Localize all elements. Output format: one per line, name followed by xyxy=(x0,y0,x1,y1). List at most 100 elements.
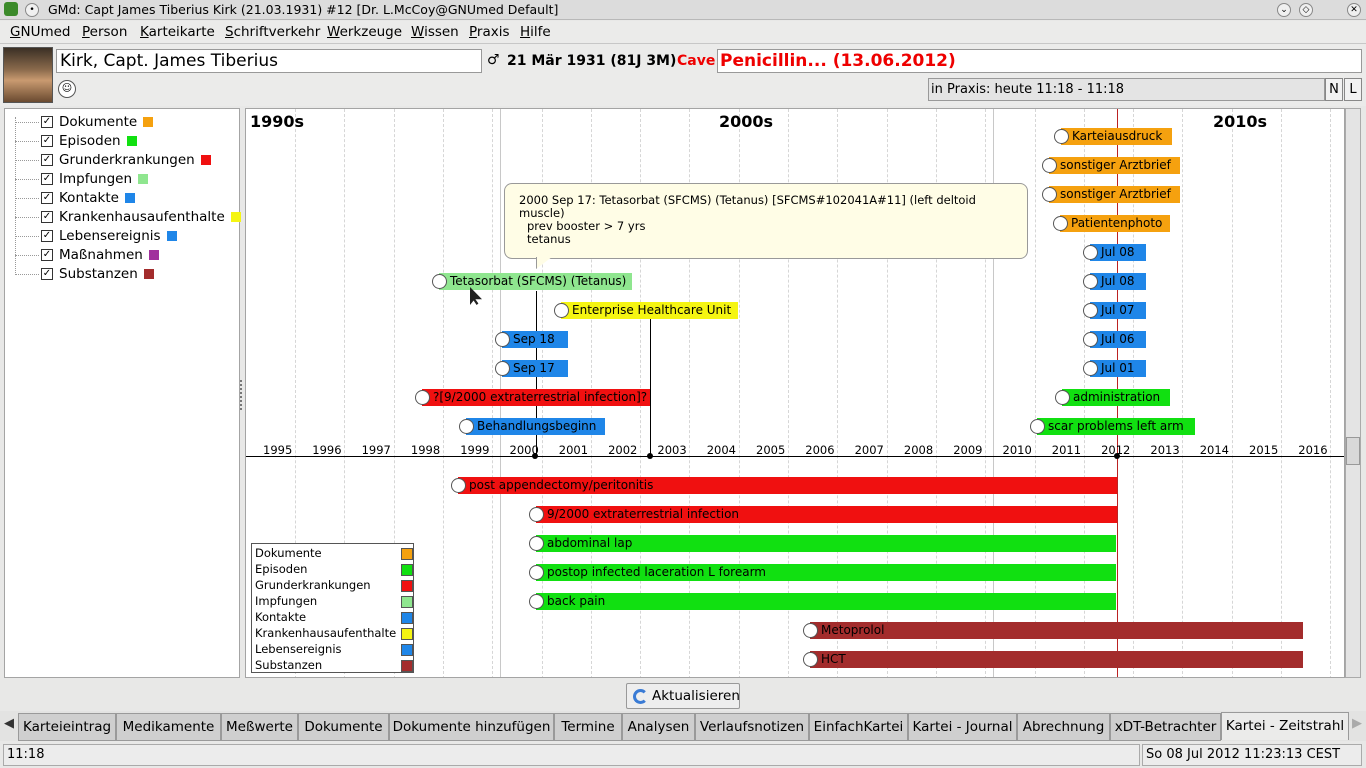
checkbox[interactable]: ✓ xyxy=(41,268,53,280)
menu-karteikarte[interactable]: Karteikarte xyxy=(140,24,215,40)
gridline xyxy=(1330,109,1332,677)
checkbox[interactable]: ✓ xyxy=(41,230,53,242)
patient-photo[interactable] xyxy=(3,47,53,103)
tab-kartei-journal[interactable]: Kartei - Journal xyxy=(908,713,1017,741)
year-label: 2004 xyxy=(706,443,736,457)
tooltip-line3: tetanus xyxy=(527,232,571,246)
checkbox[interactable]: ✓ xyxy=(41,211,53,223)
tab-dokumente-hinzufuegen[interactable]: Dokumente hinzufügen xyxy=(389,713,554,741)
year-label: 1997 xyxy=(361,443,391,457)
checkbox[interactable]: ✓ xyxy=(41,249,53,261)
year-label: 1999 xyxy=(460,443,490,457)
gridline xyxy=(738,109,740,677)
tree-guide-line xyxy=(15,117,16,273)
close-button[interactable]: ✕ xyxy=(1347,3,1361,17)
pane-splitter[interactable] xyxy=(240,380,245,410)
decade-label: 2000s xyxy=(719,112,774,131)
year-label: 2002 xyxy=(608,443,638,457)
window-menu-button[interactable]: • xyxy=(25,3,39,17)
menu-wissen[interactable]: Wissen xyxy=(411,24,459,40)
gridline xyxy=(689,109,691,677)
tab-dokumente[interactable]: Dokumente xyxy=(298,713,389,741)
checkbox[interactable]: ✓ xyxy=(41,173,53,185)
legend-item: Krankenhausaufenthalte xyxy=(255,626,413,642)
gridline xyxy=(935,109,937,677)
status-bar-left: 11:18 xyxy=(3,744,1140,766)
menu-hilfe[interactable]: Hilfe xyxy=(520,24,551,40)
checkbox[interactable]: ✓ xyxy=(41,192,53,204)
axis-marker xyxy=(532,453,538,459)
year-label: 2010 xyxy=(1002,443,1032,457)
tab-einfachkartei[interactable]: EinfachKartei xyxy=(809,713,908,741)
tab-verlaufsnotizen[interactable]: Verlaufsnotizen xyxy=(695,713,809,741)
checkbox[interactable]: ✓ xyxy=(41,116,53,128)
tab-abrechnung[interactable]: Abrechnung xyxy=(1017,713,1110,741)
decade-label: 1990s xyxy=(250,112,305,131)
legend-item: Lebensereignis xyxy=(255,642,413,658)
gridline xyxy=(1182,109,1184,677)
menu-schriftverkehr[interactable]: Schriftverkehr xyxy=(225,24,321,40)
menu-gnumed[interactable]: GNUmed xyxy=(10,24,71,40)
decade-label: 2010s xyxy=(1213,112,1268,131)
l-button[interactable]: L xyxy=(1344,78,1362,101)
menubar: GNUmed Person Karteikarte Schriftverkehr… xyxy=(0,21,1366,44)
cave-label: Cave xyxy=(677,53,716,69)
checkbox[interactable]: ✓ xyxy=(41,135,53,147)
menu-person[interactable]: Person xyxy=(82,24,128,40)
tab-analysen[interactable]: Analysen xyxy=(622,713,695,741)
tooltip-line2: prev booster > 7 yrs xyxy=(527,219,646,233)
year-label: 2008 xyxy=(903,443,934,457)
checkbox[interactable]: ✓ xyxy=(41,154,53,166)
year-label: 1995 xyxy=(263,443,293,457)
tooltip-tail xyxy=(536,257,552,269)
tab-messwerte[interactable]: Meßwerte xyxy=(221,713,298,741)
gridline xyxy=(837,109,839,677)
patient-dob: 21 Mär 1931 (81J 3M) xyxy=(507,53,677,69)
in-praxis-field[interactable]: in Praxis: heute 11:18 - 11:18 xyxy=(928,78,1325,101)
gridline xyxy=(295,109,296,677)
year-label: 2003 xyxy=(657,443,687,457)
tab-scroll-left-icon[interactable]: ◀ xyxy=(4,716,14,731)
year-label: 2015 xyxy=(1249,443,1279,457)
patient-name-field[interactable]: Kirk, Capt. James Tiberius xyxy=(56,49,482,73)
year-label: 2012 xyxy=(1101,443,1131,457)
year-label: 2006 xyxy=(805,443,835,457)
timeline-scrollbar[interactable] xyxy=(1345,108,1361,678)
timeline-legend: Dokumente Episoden Grunderkrankungen Imp… xyxy=(251,543,414,673)
year-label: 2000 xyxy=(509,443,539,457)
legend-item: Dokumente xyxy=(255,546,413,562)
decade-divider xyxy=(993,109,994,677)
tab-kartei-zeitstrahl[interactable]: Kartei - Zeitstrahl xyxy=(1221,712,1349,740)
tab-termine[interactable]: Termine xyxy=(554,713,622,741)
event-tooltip: 2000 Sep 17: Tetasorbat (SFCMS) (Tetanus… xyxy=(504,183,1028,259)
allergy-field[interactable]: Penicillin... (13.06.2012) xyxy=(717,49,1362,73)
n-button[interactable]: N xyxy=(1325,78,1343,101)
menu-werkzeuge[interactable]: Werkzeuge xyxy=(327,24,403,40)
tab-scroll-right-icon[interactable]: ▶ xyxy=(1352,716,1362,731)
legend-item: Episoden xyxy=(255,562,413,578)
connector-line xyxy=(650,319,651,457)
gridline xyxy=(1034,109,1036,677)
tab-karteieintrag[interactable]: Karteieintrag xyxy=(18,713,116,741)
window-titlebar: • GMd: Capt James Tiberius Kirk (21.03.1… xyxy=(0,0,1366,20)
minimize-button[interactable]: ⌄ xyxy=(1277,3,1291,17)
year-label: 2009 xyxy=(953,443,983,457)
timeline-canvas[interactable]: 1990s 2000s 2010s 1995 1996 1997 1998 1999 20… xyxy=(245,108,1345,678)
tab-medikamente[interactable]: Medikamente xyxy=(116,713,221,741)
gridline xyxy=(788,109,789,677)
time-axis xyxy=(246,456,1344,457)
tooltip-line1: 2000 Sep 17: Tetasorbat (SFCMS) (Tetanus… xyxy=(519,193,976,220)
status-bar-clock: So 08 Jul 2012 11:23:13 CEST xyxy=(1142,744,1362,766)
legend-item: Kontakte xyxy=(255,610,413,626)
year-label: 2001 xyxy=(558,443,589,457)
refresh-button[interactable]: Aktualisieren xyxy=(626,683,740,709)
tab-xdt-betrachter[interactable]: xDT-Betrachter xyxy=(1110,713,1221,741)
maximize-button[interactable]: ◇ xyxy=(1299,3,1313,17)
scrollbar-thumb[interactable] xyxy=(1346,437,1360,465)
gridline xyxy=(985,109,987,677)
face-icon[interactable]: ☺ xyxy=(58,80,76,98)
axis-marker xyxy=(1114,453,1120,459)
menu-praxis[interactable]: Praxis xyxy=(469,24,510,40)
year-label: 2016 xyxy=(1298,443,1328,457)
gridline xyxy=(1231,109,1233,677)
